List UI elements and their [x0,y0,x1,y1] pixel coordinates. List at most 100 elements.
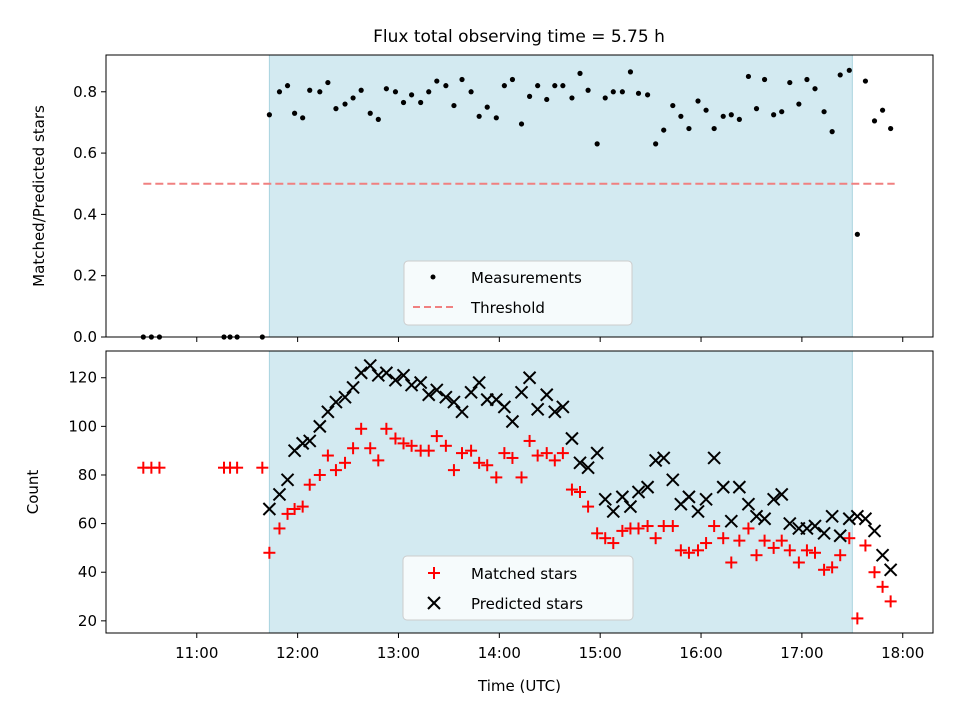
predicted-star-point [817,526,831,541]
predicted-star-d2 [666,473,680,487]
measurement-point [829,129,835,135]
predicted-star-point [530,402,545,417]
matched-star-point [556,447,569,460]
matched-star-point [708,520,721,533]
predicted-star-point [497,400,512,414]
measurement-point [670,102,676,109]
matched-star-point [405,439,418,452]
predicted-star-d2 [505,414,520,429]
matched-star-point [339,456,352,469]
y-tick-label: 100 [68,417,97,435]
measurement-point [720,113,726,119]
x-tick-label: 17:00 [780,644,823,662]
predicted-star-point [280,473,295,487]
matched-star-point [288,503,301,516]
predicted-star-point [581,460,595,475]
measurement-point [400,99,407,106]
predicted-star-d2 [691,504,705,519]
predicted-star-d2 [404,378,419,392]
matched-star-point [742,522,755,535]
predicted-star-d2 [514,385,529,400]
measurement-point [635,90,642,96]
count-x-axis-ticks: 11:00 12:00 13:00 14:00 15:00 16:00 17:00 18:00 [175,633,924,662]
measurement-point [284,83,291,89]
predicted-star-point [413,375,428,390]
legend-predicted-label: Predicted stars [471,595,583,613]
matched-star-point [355,422,368,435]
predicted-star-d2 [272,487,287,502]
matched-star-point [506,451,519,464]
y-tick-label: 120 [68,369,97,387]
measurement-point [711,125,717,132]
predicted-star-point [505,414,520,429]
matched-star-point [750,549,763,562]
measurement-point [879,107,886,113]
predicted-star-point [606,504,621,519]
matched-star-point [767,541,780,554]
ratio-legend-box [403,260,633,326]
predicted-star-d2 [775,487,789,502]
x-tick-label: 15:00 [579,644,622,662]
predicted-star-point [430,383,444,397]
measurement-point [771,112,777,118]
predicted-star-d2 [783,516,797,531]
matched-star-point [884,595,897,608]
measurement-point [703,107,709,113]
predicted-star-point [842,512,856,526]
measurement-point [804,76,810,83]
legend-measurement-marker [430,274,436,280]
predicted-star-d2 [724,514,738,528]
matched-star-point [430,430,443,443]
measurement-point [276,89,283,95]
measurement-point [300,115,306,121]
matched-star-point [859,539,872,552]
measurement-point [266,112,272,118]
measurement-point [552,83,558,89]
predicted-star-d2 [581,460,595,475]
ratio-legend: Measurements Threshold [403,260,633,326]
count-y-axis-label: Count [24,470,42,515]
measurement-point [728,112,734,118]
predicted-star-d2 [631,485,646,499]
predicted-star-d2 [303,434,317,448]
matched-star-point [692,544,705,557]
matched-star-point [231,461,244,474]
predicted-star-d2 [388,373,403,387]
predicted-star-point [540,388,554,402]
predicted-star-d2 [313,419,327,434]
x-tick-label: 16:00 [679,644,722,662]
predicted-star-d2 [262,502,277,516]
measurement-point [644,92,651,98]
predicted-star-d2 [422,388,436,402]
measurement-point [518,121,525,127]
measurement-point [526,93,533,99]
matched-star-point [256,461,269,474]
measurement-point [796,101,802,107]
predicted-star-d2 [858,512,873,526]
measurement-point [484,104,490,110]
matched-star-point [775,534,788,547]
predicted-star-point [800,521,814,536]
predicted-star-d2 [464,385,478,400]
predicted-star-point [623,499,638,514]
matched-star-point [456,447,469,460]
predicted-star-point [775,487,789,502]
matched-star-point [733,534,746,547]
predicted-star-d2 [716,480,730,494]
predicted-star-d2 [413,375,428,390]
measurement-point [761,76,768,83]
predicted-star-point [371,368,386,383]
predicted-star-point [329,395,343,409]
predicted-star-point [867,524,882,538]
predicted-star-d2 [825,509,839,524]
predicted-star-point [447,395,461,409]
predicted-star-point [858,512,873,526]
measurement-point [736,116,742,122]
matched-star-point [834,549,847,562]
predicted-star-point [732,480,747,494]
predicted-star-d2 [396,368,411,383]
matched-star-point [700,537,713,550]
legend-matched-label: Matched stars [471,565,577,583]
predicted-star-point [640,480,655,494]
predicted-star-d2 [280,473,295,487]
